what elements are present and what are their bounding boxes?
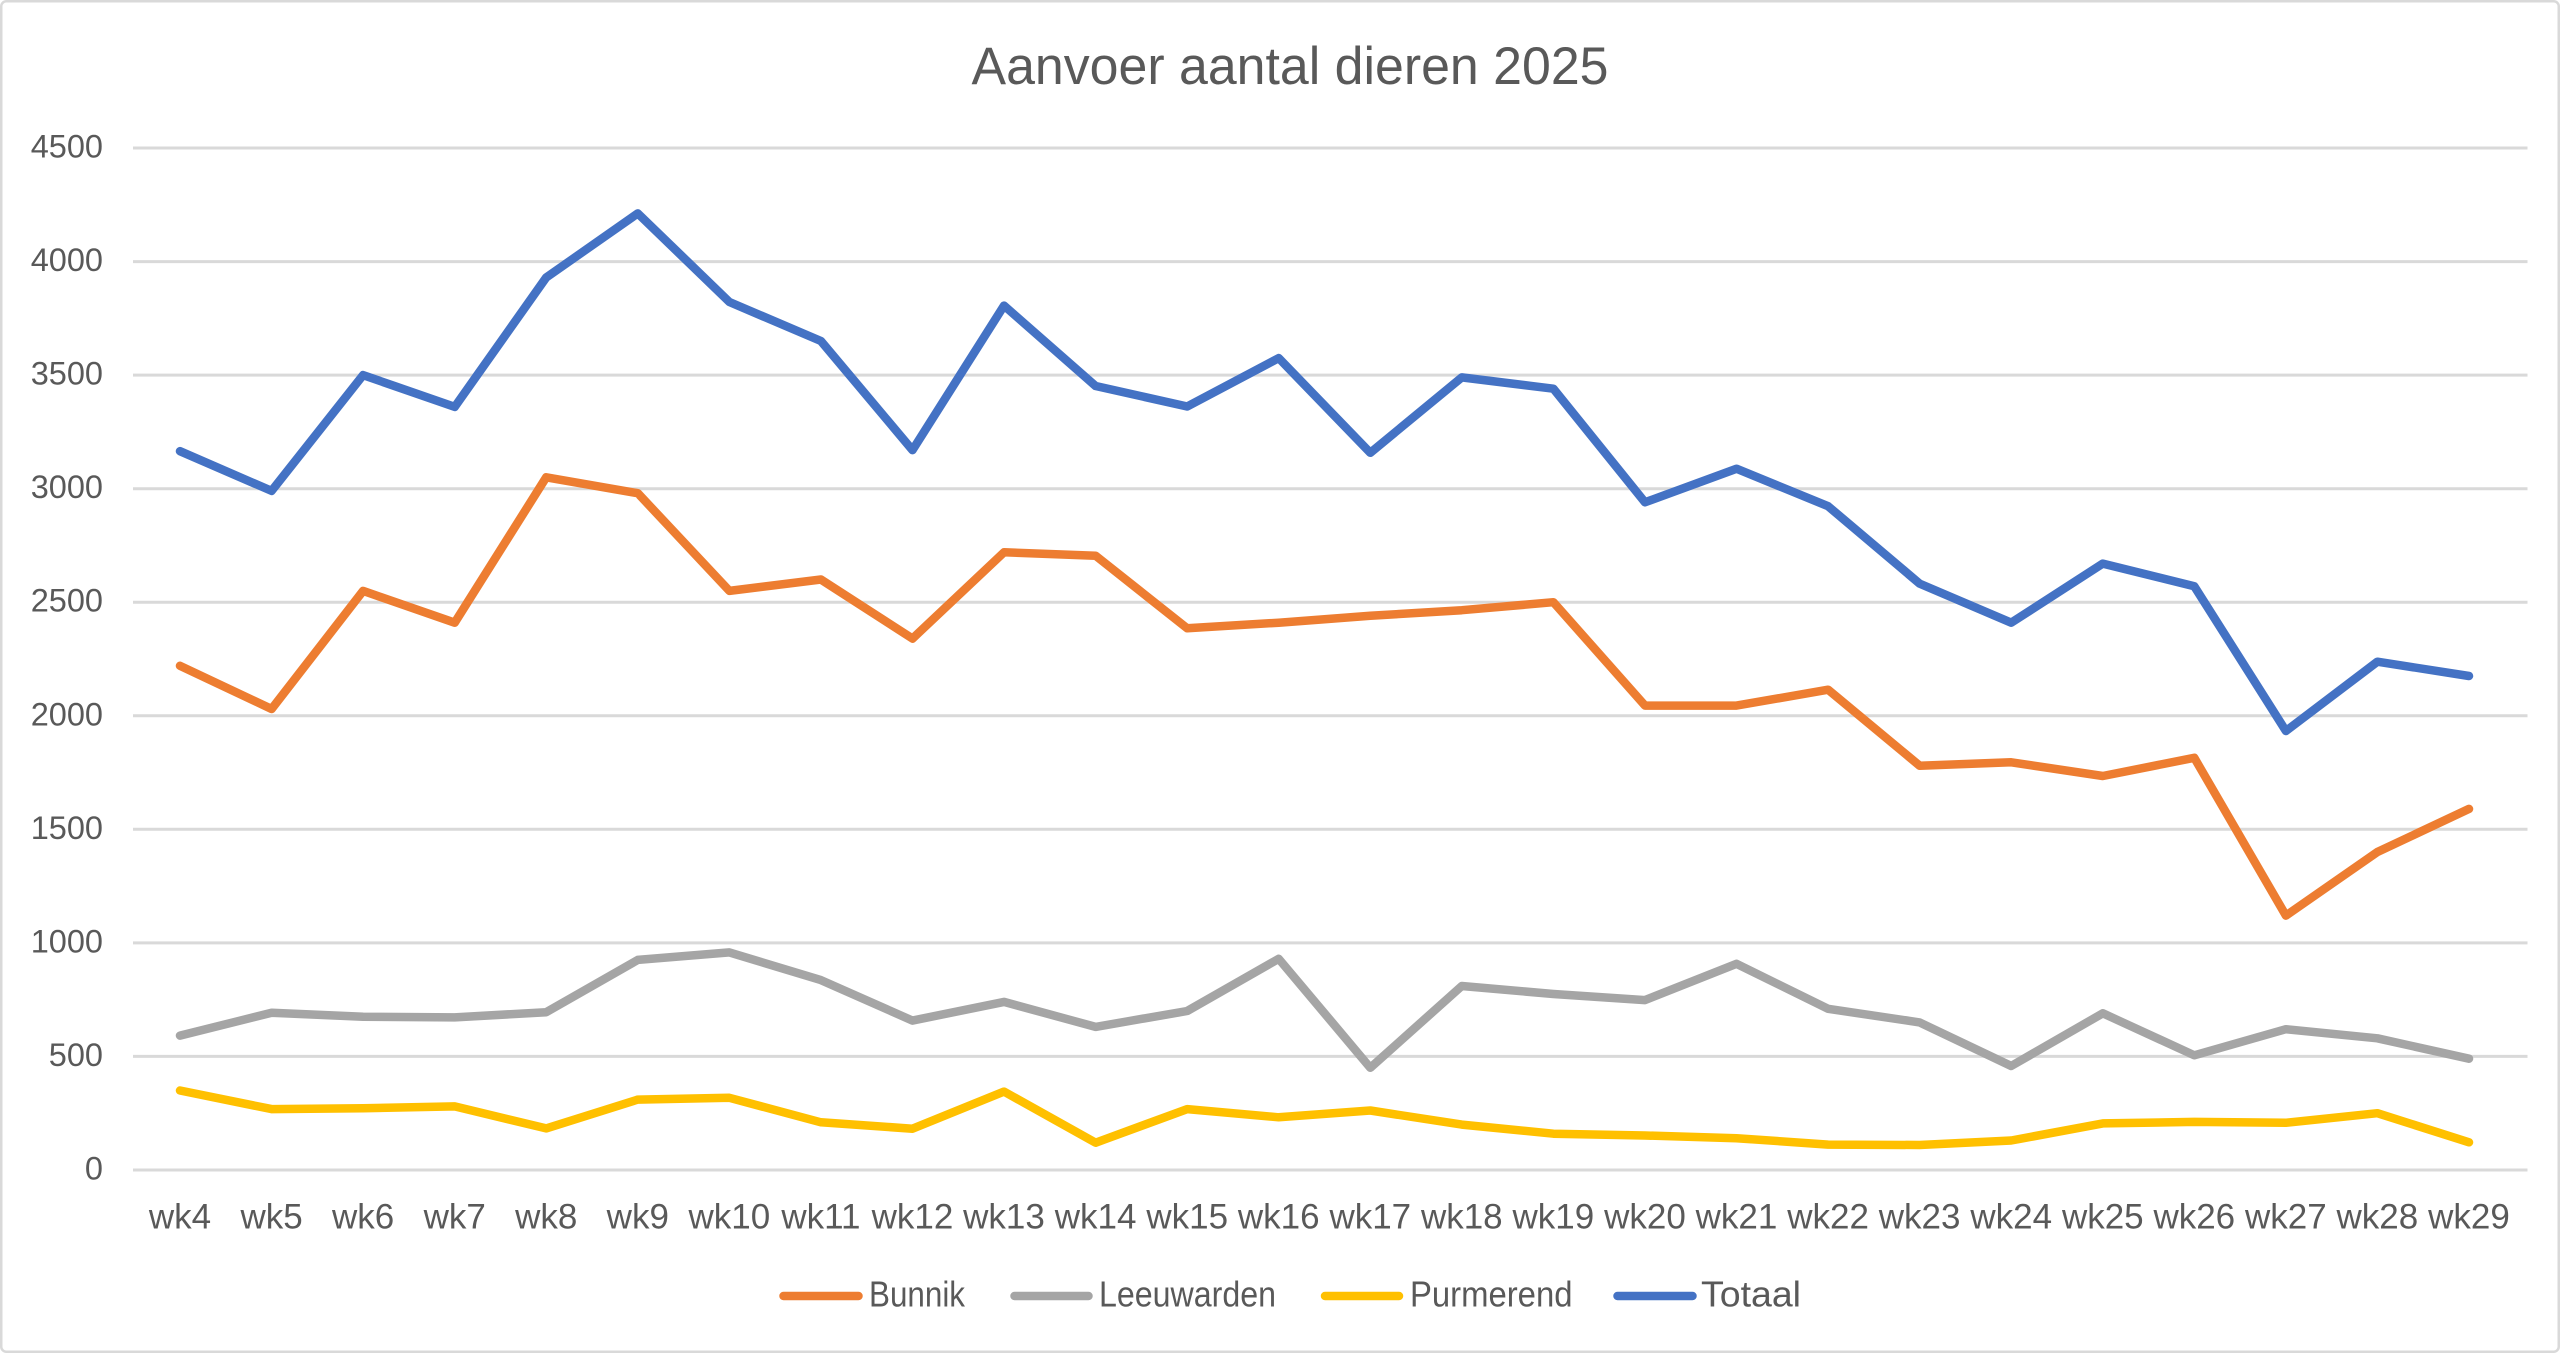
svg-text:1000: 1000 (31, 923, 103, 959)
svg-text:wk5: wk5 (239, 1198, 302, 1237)
svg-text:wk9: wk9 (606, 1198, 669, 1237)
svg-text:Totaal: Totaal (1701, 1274, 1801, 1315)
svg-text:wk21: wk21 (1695, 1198, 1778, 1237)
svg-text:wk14: wk14 (1054, 1198, 1137, 1237)
svg-text:wk6: wk6 (331, 1198, 394, 1237)
svg-text:wk26: wk26 (2152, 1198, 2235, 1237)
svg-text:wk12: wk12 (871, 1198, 954, 1237)
svg-text:Aanvoer aantal dieren 2025: Aanvoer aantal dieren 2025 (972, 37, 1609, 96)
svg-text:4000: 4000 (31, 242, 103, 278)
svg-text:wk25: wk25 (2061, 1198, 2144, 1237)
svg-text:wk20: wk20 (1603, 1198, 1686, 1237)
svg-text:4500: 4500 (31, 129, 103, 165)
svg-text:Leeuwarden: Leeuwarden (1099, 1274, 1276, 1315)
svg-text:500: 500 (49, 1037, 103, 1073)
svg-text:2000: 2000 (31, 696, 103, 732)
svg-text:wk15: wk15 (1145, 1198, 1228, 1237)
svg-text:1500: 1500 (31, 810, 103, 846)
svg-text:wk11: wk11 (780, 1198, 860, 1237)
svg-text:wk4: wk4 (148, 1198, 211, 1237)
svg-text:wk8: wk8 (514, 1198, 577, 1237)
svg-text:wk23: wk23 (1878, 1198, 1961, 1237)
svg-text:0: 0 (85, 1151, 103, 1187)
svg-text:Purmerend: Purmerend (1410, 1274, 1573, 1315)
svg-text:wk22: wk22 (1786, 1198, 1869, 1237)
svg-text:wk29: wk29 (2427, 1198, 2510, 1237)
svg-text:wk13: wk13 (962, 1198, 1045, 1237)
svg-text:wk17: wk17 (1328, 1198, 1411, 1237)
svg-text:wk10: wk10 (688, 1198, 771, 1237)
svg-text:wk27: wk27 (2244, 1198, 2327, 1237)
svg-text:3500: 3500 (31, 356, 103, 392)
svg-text:2500: 2500 (31, 583, 103, 619)
svg-text:Bunnik: Bunnik (869, 1274, 966, 1315)
svg-text:wk28: wk28 (2336, 1198, 2419, 1237)
svg-text:wk24: wk24 (1969, 1198, 2052, 1237)
svg-text:wk19: wk19 (1512, 1198, 1595, 1237)
svg-text:3000: 3000 (31, 469, 103, 505)
svg-text:wk7: wk7 (423, 1198, 486, 1237)
svg-text:wk18: wk18 (1420, 1198, 1503, 1237)
svg-text:wk16: wk16 (1237, 1198, 1320, 1237)
